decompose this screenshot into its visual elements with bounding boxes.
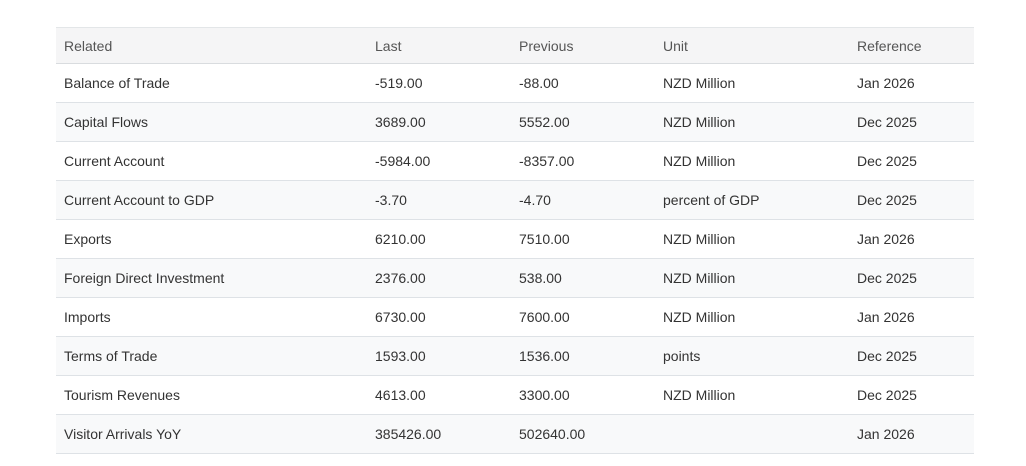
table-cell: 7510.00 — [511, 219, 655, 259]
table-body: Balance of Trade -519.00 -88.00 NZD Million… — [56, 63, 974, 454]
table-row[interactable]: Capital Flows 3689.00 5552.00 NZD Million De… — [56, 102, 974, 142]
table-row[interactable]: Tourism Revenues 4613.00 3300.00 NZD Millio… — [56, 375, 974, 415]
column-header-reference: Reference — [849, 27, 974, 64]
table-cell: Dec 2025 — [849, 102, 974, 142]
table-row[interactable]: Terms of Trade 1593.00 1536.00 points Dec 20… — [56, 336, 974, 376]
table-cell: 5552.00 — [511, 102, 655, 142]
table-cell: Dec 2025 — [849, 141, 974, 181]
table-cell: NZD Million — [655, 102, 849, 142]
table-cell: 6210.00 — [367, 219, 511, 259]
table-cell: -5984.00 — [367, 141, 511, 181]
table-cell: Jan 2026 — [849, 297, 974, 337]
table-cell: Dec 2025 — [849, 180, 974, 220]
table-cell: Jan 2026 — [849, 63, 974, 103]
related-indicator-link[interactable]: Terms of Trade — [56, 336, 367, 376]
table-cell: NZD Million — [655, 219, 849, 259]
table-row[interactable]: Imports 6730.00 7600.00 NZD Million Jan 2026 — [56, 297, 974, 337]
table-row[interactable]: Current Account -5984.00 -8357.00 NZD Milli… — [56, 141, 974, 181]
table-cell: 1536.00 — [511, 336, 655, 376]
table-cell: -4.70 — [511, 180, 655, 220]
table-cell: 1593.00 — [367, 336, 511, 376]
table-header-row: Related Last Previous Unit Reference — [56, 27, 974, 64]
table-cell: Dec 2025 — [849, 336, 974, 376]
related-indicators-table-container: Related Last Previous Unit Reference Bal… — [56, 27, 974, 454]
table-cell: percent of GDP — [655, 180, 849, 220]
table-row[interactable]: Current Account to GDP -3.70 -4.70 percent … — [56, 180, 974, 220]
column-header-last: Last — [367, 27, 511, 64]
related-indicator-link[interactable]: Current Account — [56, 141, 367, 181]
table-row[interactable]: Foreign Direct Investment 2376.00 538.00 NZ… — [56, 258, 974, 298]
table-cell: -3.70 — [367, 180, 511, 220]
table-cell: 502640.00 — [511, 414, 655, 454]
table-cell: points — [655, 336, 849, 376]
table-cell: NZD Million — [655, 63, 849, 103]
table-cell: Dec 2025 — [849, 375, 974, 415]
column-header-unit: Unit — [655, 27, 849, 64]
table-row[interactable]: Visitor Arrivals YoY 385426.00 502640.00 Ja… — [56, 414, 974, 454]
table-cell: Dec 2025 — [849, 258, 974, 298]
table-cell: NZD Million — [655, 375, 849, 415]
related-indicators-table: Related Last Previous Unit Reference Bal… — [56, 27, 974, 454]
table-cell: -519.00 — [367, 63, 511, 103]
table-cell: 6730.00 — [367, 297, 511, 337]
table-row[interactable]: Exports 6210.00 7510.00 NZD Million Jan 2026 — [56, 219, 974, 259]
table-cell: 7600.00 — [511, 297, 655, 337]
table-row[interactable]: Balance of Trade -519.00 -88.00 NZD Million… — [56, 63, 974, 103]
related-indicator-link[interactable]: Current Account to GDP — [56, 180, 367, 220]
related-indicator-link[interactable]: Imports — [56, 297, 367, 337]
table-cell: Jan 2026 — [849, 219, 974, 259]
table-cell — [655, 414, 849, 454]
table-cell: NZD Million — [655, 297, 849, 337]
table-cell: NZD Million — [655, 258, 849, 298]
table-header: Related Last Previous Unit Reference — [56, 27, 974, 64]
related-indicator-link[interactable]: Balance of Trade — [56, 63, 367, 103]
related-indicator-link[interactable]: Visitor Arrivals YoY — [56, 414, 367, 454]
table-cell: 3689.00 — [367, 102, 511, 142]
table-cell: 4613.00 — [367, 375, 511, 415]
related-indicator-link[interactable]: Exports — [56, 219, 367, 259]
table-cell: 538.00 — [511, 258, 655, 298]
table-cell: -88.00 — [511, 63, 655, 103]
column-header-related: Related — [56, 27, 367, 64]
related-indicator-link[interactable]: Foreign Direct Investment — [56, 258, 367, 298]
table-cell: -8357.00 — [511, 141, 655, 181]
table-cell: 2376.00 — [367, 258, 511, 298]
table-cell: Jan 2026 — [849, 414, 974, 454]
table-cell: 3300.00 — [511, 375, 655, 415]
table-cell: NZD Million — [655, 141, 849, 181]
table-cell: 385426.00 — [367, 414, 511, 454]
related-indicator-link[interactable]: Capital Flows — [56, 102, 367, 142]
column-header-previous: Previous — [511, 27, 655, 64]
related-indicator-link[interactable]: Tourism Revenues — [56, 375, 367, 415]
